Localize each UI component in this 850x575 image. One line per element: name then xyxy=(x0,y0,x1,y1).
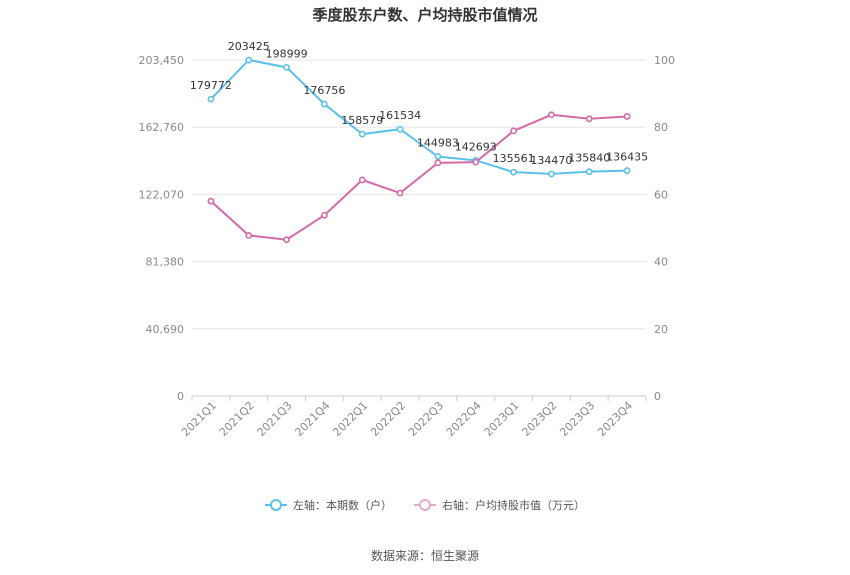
data-label: 161534 xyxy=(379,109,421,122)
series-point-right xyxy=(283,236,290,244)
x-tick-label: 2023Q2 xyxy=(519,399,559,439)
left-axis: 0 40,690 81,380 122,070 162,760 203,450 xyxy=(139,54,185,403)
series-point-right xyxy=(207,197,215,205)
x-tick-label: 2023Q1 xyxy=(482,399,522,439)
series-point-right xyxy=(548,111,555,119)
legend: 左轴：本期数（户） 右轴：户均持股市值（万元） xyxy=(0,497,850,513)
legend-left-label: 左轴：本期数（户） xyxy=(293,499,392,512)
x-tick-label: 2022Q2 xyxy=(368,399,408,439)
left-tick-label: 162,760 xyxy=(139,121,185,134)
x-tick-label: 2022Q1 xyxy=(330,399,370,439)
series-point-right xyxy=(396,189,404,197)
x-tick-label: 2021Q3 xyxy=(255,399,295,439)
right-tick-label: 80 xyxy=(654,121,668,134)
x-tick-label: 2023Q4 xyxy=(595,399,635,439)
x-tick-label: 2022Q3 xyxy=(406,399,446,439)
series-point-left xyxy=(548,170,555,178)
series-line-left xyxy=(210,58,628,175)
right-tick-label: 40 xyxy=(654,256,668,269)
left-tick-label: 40,690 xyxy=(146,323,185,336)
legend-item-right[interactable]: 右轴：户均持股市值（万元） xyxy=(414,497,585,513)
data-label: 144983 xyxy=(417,137,459,150)
series-point-left xyxy=(245,56,253,64)
series-point-left xyxy=(207,95,215,103)
left-tick-label: 203,450 xyxy=(139,54,185,67)
data-label: 134470 xyxy=(530,154,572,167)
series-line-right xyxy=(210,113,628,241)
source-note: 数据来源：恒生聚源 xyxy=(370,549,479,563)
series-point-left xyxy=(396,125,404,133)
series-point-right xyxy=(472,158,480,166)
line-chart: 0 40,690 81,380 122,070 162,760 203,450 0 20 40… xyxy=(139,40,676,439)
series-point-left xyxy=(623,167,631,175)
series-point-right xyxy=(245,231,253,239)
chart-title: 季度股东户数、户均持股市值情况 xyxy=(312,6,538,24)
series-point-right xyxy=(321,211,328,219)
legend-right-label: 右轴：户均持股市值（万元） xyxy=(442,499,585,512)
series-point-left xyxy=(283,63,290,71)
legend-left-marker-icon xyxy=(265,499,287,511)
data-label: 203425 xyxy=(228,40,270,53)
right-tick-label: 20 xyxy=(654,323,668,336)
series-point-left xyxy=(358,130,366,138)
data-label: 142693 xyxy=(455,140,497,153)
series-point-left xyxy=(585,168,593,176)
right-tick-label: 60 xyxy=(654,188,668,201)
series-point-right xyxy=(510,127,517,135)
legend-right-marker-icon xyxy=(414,499,436,511)
series-point-left xyxy=(434,153,442,160)
legend-item-left[interactable]: 左轴：本期数（户） xyxy=(265,497,392,513)
right-tick-label: 100 xyxy=(654,54,675,67)
series-point-right xyxy=(434,159,442,167)
data-label: 158579 xyxy=(341,114,383,127)
series-point-right xyxy=(585,115,593,123)
data-label: 135561 xyxy=(493,152,535,165)
left-tick-label: 81,380 xyxy=(146,256,185,269)
data-label: 136435 xyxy=(606,151,648,164)
series xyxy=(207,56,631,244)
data-label: 179772 xyxy=(190,79,232,92)
series-point-right xyxy=(358,176,366,184)
x-tick-label: 2021Q4 xyxy=(292,399,332,439)
left-tick-label: 0 xyxy=(177,390,184,403)
series-point-left xyxy=(510,168,517,176)
left-tick-label: 122,070 xyxy=(139,188,185,201)
data-label: 176756 xyxy=(303,84,345,97)
series-point-left xyxy=(321,100,328,108)
data-label: 198999 xyxy=(266,47,308,60)
x-tick-label: 2023Q3 xyxy=(557,399,597,439)
x-tick-label: 2021Q1 xyxy=(179,399,219,439)
x-tick-label: 2021Q2 xyxy=(217,399,257,439)
series-point-right xyxy=(623,113,631,120)
data-label: 135840 xyxy=(568,152,610,165)
x-tick-label: 2022Q4 xyxy=(444,399,484,439)
right-axis: 0 20 40 60 80 100 xyxy=(654,54,675,403)
right-tick-label: 0 xyxy=(654,390,661,403)
x-axis: 2021Q12021Q22021Q32021Q42022Q12022Q22022… xyxy=(179,396,647,439)
